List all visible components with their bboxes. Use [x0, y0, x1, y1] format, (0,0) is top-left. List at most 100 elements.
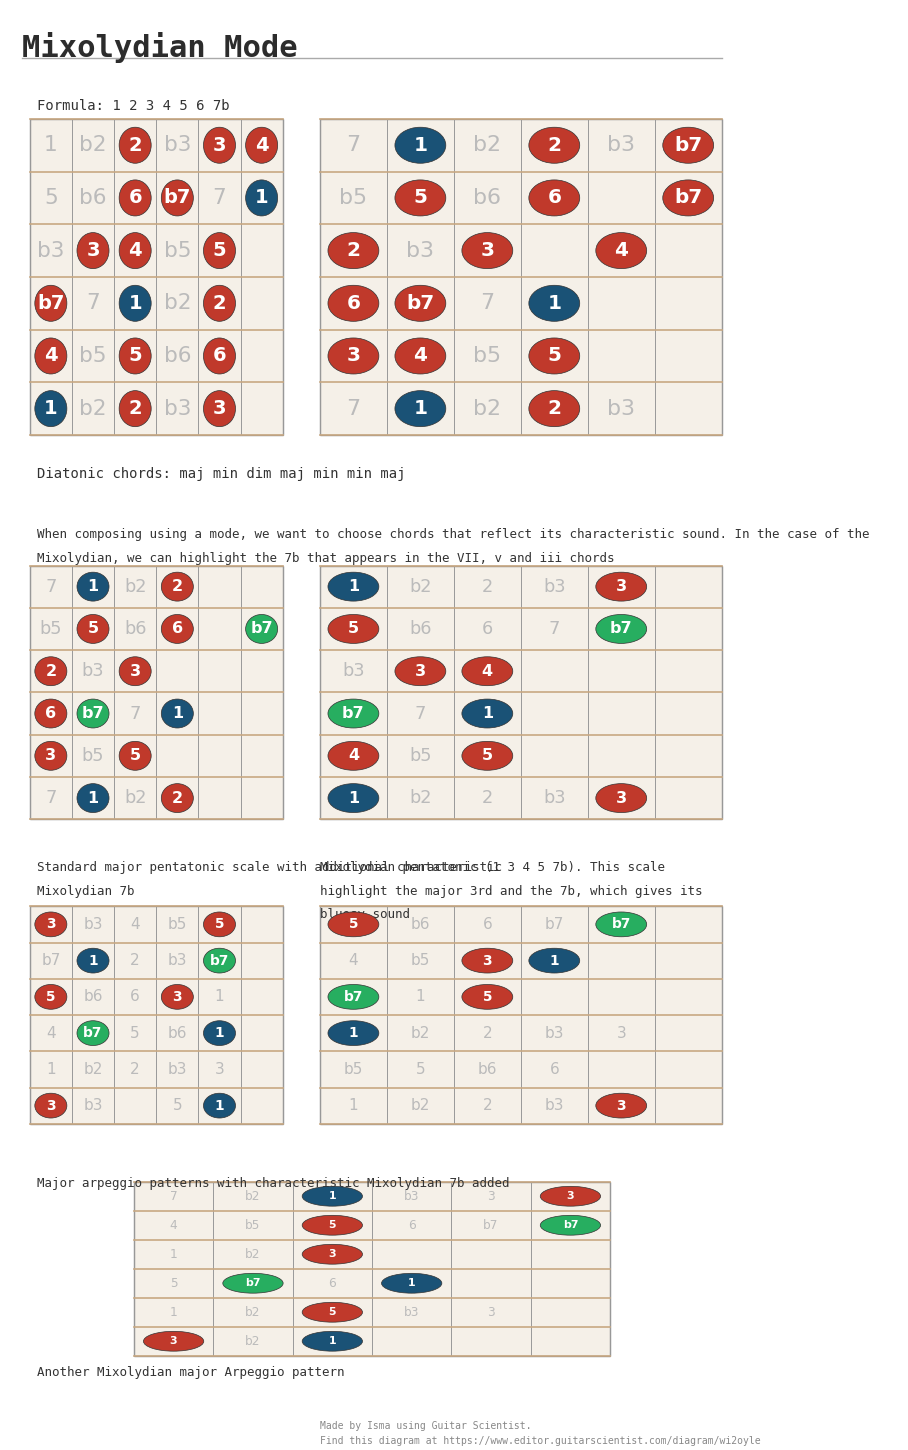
Text: 3: 3 [415, 664, 426, 679]
Text: b6: b6 [410, 916, 430, 932]
Text: 3: 3 [329, 1250, 336, 1259]
Ellipse shape [119, 338, 152, 374]
Text: 1: 1 [416, 989, 425, 1005]
Text: b3: b3 [607, 399, 636, 419]
Text: 7: 7 [45, 577, 56, 596]
Text: 2: 2 [482, 1098, 492, 1114]
Text: 1: 1 [214, 989, 224, 1005]
Text: b3: b3 [407, 241, 434, 261]
Text: 6: 6 [408, 1219, 416, 1231]
Text: b3: b3 [342, 663, 365, 680]
Text: 5: 5 [416, 1061, 425, 1077]
Text: 3: 3 [46, 918, 55, 931]
Text: b3: b3 [607, 135, 636, 155]
Text: 4: 4 [255, 136, 269, 155]
Text: b7: b7 [342, 706, 365, 721]
Text: Formula: 1 2 3 4 5 6 7b: Formula: 1 2 3 4 5 6 7b [37, 99, 230, 113]
Text: b2: b2 [410, 1025, 430, 1041]
Ellipse shape [302, 1244, 362, 1264]
Text: 2: 2 [482, 789, 493, 808]
Text: 1: 1 [548, 294, 561, 313]
Ellipse shape [540, 1215, 600, 1235]
Text: 3: 3 [170, 1337, 177, 1346]
Ellipse shape [381, 1273, 442, 1293]
Text: 7: 7 [548, 621, 560, 638]
Text: 5: 5 [482, 748, 493, 763]
Ellipse shape [395, 180, 446, 216]
Ellipse shape [143, 1331, 203, 1351]
Text: b7: b7 [163, 188, 191, 207]
Ellipse shape [119, 232, 152, 268]
Ellipse shape [77, 1021, 109, 1045]
Ellipse shape [328, 699, 379, 728]
Text: 5: 5 [329, 1221, 336, 1230]
Text: b3: b3 [168, 1061, 187, 1077]
Text: 5: 5 [348, 622, 359, 637]
Ellipse shape [462, 948, 513, 973]
Text: b2: b2 [79, 135, 107, 155]
Text: When composing using a mode, we want to choose chords that reflect its character: When composing using a mode, we want to … [37, 528, 870, 541]
Ellipse shape [328, 573, 379, 602]
Ellipse shape [77, 232, 109, 268]
Text: b7: b7 [610, 622, 633, 637]
Text: 2: 2 [45, 664, 56, 679]
Ellipse shape [596, 1093, 646, 1118]
Ellipse shape [596, 783, 646, 812]
FancyBboxPatch shape [320, 566, 722, 819]
Ellipse shape [528, 180, 579, 216]
Ellipse shape [222, 1273, 283, 1293]
Text: b7: b7 [251, 622, 273, 637]
FancyBboxPatch shape [30, 566, 282, 819]
Text: b7: b7 [545, 916, 564, 932]
Ellipse shape [328, 615, 379, 644]
Text: b3: b3 [84, 916, 103, 932]
Text: b5: b5 [473, 347, 501, 365]
Text: 4: 4 [482, 664, 493, 679]
Text: b3: b3 [404, 1190, 419, 1202]
Text: b5: b5 [168, 916, 187, 932]
Text: Mixolydian Mode: Mixolydian Mode [23, 32, 298, 62]
Text: b2: b2 [245, 1335, 261, 1347]
Text: 4: 4 [349, 953, 359, 969]
Ellipse shape [462, 699, 513, 728]
Text: 6: 6 [347, 294, 360, 313]
Text: 7: 7 [480, 293, 494, 313]
Text: b7: b7 [563, 1221, 578, 1230]
Text: b2: b2 [410, 577, 431, 596]
Ellipse shape [77, 948, 109, 973]
Text: b3: b3 [404, 1306, 419, 1318]
Text: b7: b7 [37, 294, 64, 313]
Ellipse shape [302, 1215, 362, 1235]
Text: 2: 2 [128, 399, 142, 418]
Ellipse shape [77, 615, 109, 644]
Text: b3: b3 [163, 399, 191, 419]
Ellipse shape [35, 657, 67, 686]
Text: b7: b7 [612, 918, 631, 931]
Ellipse shape [77, 699, 109, 728]
Text: b7: b7 [483, 1219, 498, 1231]
Text: 3: 3 [488, 1190, 495, 1202]
Text: b3: b3 [545, 1098, 564, 1114]
Text: 2: 2 [172, 790, 183, 806]
Text: b5: b5 [163, 241, 191, 261]
Text: 1: 1 [44, 399, 57, 418]
Text: b2: b2 [410, 1098, 430, 1114]
Ellipse shape [395, 390, 446, 426]
Text: highlight the major 3rd and the 7b, which gives its: highlight the major 3rd and the 7b, whic… [320, 884, 703, 898]
Text: 3: 3 [130, 664, 141, 679]
Text: 5: 5 [329, 1308, 336, 1317]
Text: 3: 3 [616, 790, 627, 806]
Text: b6: b6 [84, 989, 103, 1005]
Text: 1: 1 [329, 1337, 336, 1346]
Text: b7: b7 [674, 188, 703, 207]
Text: 7: 7 [415, 705, 426, 722]
Text: b6: b6 [473, 188, 501, 207]
Text: 3: 3 [86, 241, 100, 260]
Ellipse shape [246, 615, 278, 644]
Text: b3: b3 [545, 1025, 564, 1041]
Ellipse shape [596, 232, 646, 268]
Text: b2: b2 [245, 1306, 261, 1318]
Text: 1: 1 [170, 1306, 177, 1318]
Text: 3: 3 [567, 1192, 574, 1201]
Ellipse shape [162, 180, 193, 216]
